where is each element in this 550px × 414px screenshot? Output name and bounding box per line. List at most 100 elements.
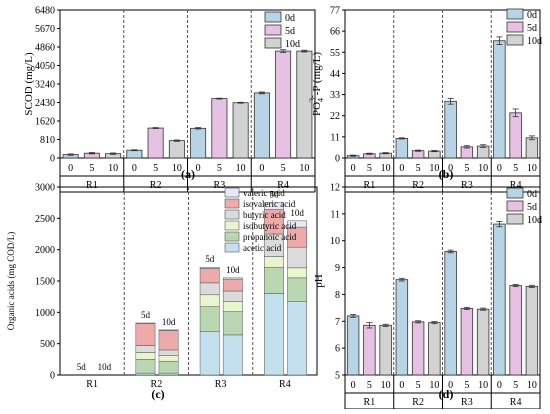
y-tick-label: 33 [330,90,340,101]
group-label: R2 [151,379,163,390]
legend-label: valeric acid [243,188,285,198]
segment-propanoic-R2-5d [135,359,156,374]
chart-panel-1: 08101620243032404050486056706480(a)R1051… [23,6,316,193]
bar-0d-R4 [493,223,506,376]
group-label: R4 [279,379,291,390]
bar-label: 5d [77,362,87,372]
bar-5d-R2 [147,127,164,159]
y-tick-label: 4050 [35,61,55,72]
bar-0d-R2 [395,279,409,376]
sub-x-label: 10 [429,163,439,174]
group-label: R4 [277,180,289,191]
bar-label: 5d [141,310,151,320]
sub-x-label: 10 [299,163,309,174]
sub-x-label: 5 [416,163,421,174]
segment-acetic-R4-10d [287,301,307,376]
legend-swatch-0d [506,8,524,20]
group-label: R1 [364,397,376,408]
legend-swatch-10d [506,213,524,225]
group-label: R3 [461,397,473,408]
segment-isovaleric-R2-10d [158,330,179,351]
group-label: R3 [214,180,226,191]
y-tick-label: 5670 [35,24,55,35]
y-tick-label: 5 [335,371,340,382]
y-axis-label-part: PO [311,102,323,116]
sub-x-label: 5 [367,163,372,174]
sub-x-label: 0 [399,163,404,174]
segment-propanoic-R3-5d [199,306,220,333]
legend-swatch [224,187,240,198]
bar-5d-R2 [411,321,425,376]
legend-label: 5d [285,26,295,37]
legend-swatch-0d [506,187,524,199]
bar-0d-R3 [444,100,457,159]
y-tick-label: 2430 [35,98,55,109]
bar-10d-R4 [296,50,313,159]
y-axis-label: PO43--P (mg/L) [308,52,325,116]
sub-x-label: 10 [236,163,246,174]
legend-label: acetic acid [243,243,282,253]
sub-x-label: 10 [381,163,391,174]
legend-swatch-5d [506,200,524,212]
bar-10d-R1 [379,324,392,376]
segment-valeric-R3-5d [199,266,220,269]
segment-propanoic-R4-5d [264,266,284,294]
y-tick-label: 0 [50,154,55,165]
sub-x-label: 10 [527,380,537,391]
bar-5d-R1 [363,324,376,376]
bar-5d-R4 [275,50,292,159]
group-label: R1 [86,180,98,191]
sub-x-label: 10 [478,380,488,391]
y-tick-label: 66 [330,27,340,38]
y-tick-label: 2500 [35,214,55,225]
y-tick-label: 6 [335,344,340,355]
y-tick-label: 11 [330,132,340,143]
legend-label: butyric acid [243,210,286,220]
sub-x-label: 10 [429,380,439,391]
y-tick-label: 2000 [35,245,55,256]
sub-x-label: 10 [172,163,182,174]
y-axis-label-part: -P (mg/L) [311,52,323,96]
y-tick-label: 4860 [35,43,55,54]
sub-x-label: 5 [89,163,94,174]
group-label: R2 [412,397,424,408]
segment-isobutyric-R2-5d [135,352,156,360]
y-tick-label: 1500 [35,277,55,288]
segment-isovaleric-R3-10d [222,278,243,292]
y-tick-label: 10 [330,236,340,247]
segment-propanoic-R3-10d [222,311,243,336]
group-label: R4 [510,180,522,191]
y-tick-label: 6480 [35,6,55,17]
y-tick-label: 8 [335,290,340,301]
legend-label: 10d [527,36,542,47]
y-axis-label: SCOD (mg/L) [23,52,35,116]
bar-10d-R3 [476,308,490,376]
bar-label: 5d [269,190,279,200]
y-tick-label: 3240 [35,80,55,91]
bar-10d-R2 [428,322,441,376]
sub-x-label: 5 [464,380,469,391]
sub-x-label: 5 [513,163,518,174]
bar-0d-R2 [126,149,143,159]
bar-0d-R3 [444,251,457,376]
sub-x-label: 0 [351,163,356,174]
sub-x-label: 5 [367,380,372,391]
bar-10d-R2 [428,150,441,159]
bar-5d-R4 [509,112,522,159]
bar-0d-R4 [493,40,506,159]
y-tick-label: 77 [330,6,340,17]
y-axis-label-part: 4 [316,98,325,102]
y-tick-label: 7 [335,317,340,328]
y-tick-label: 11 [330,209,340,220]
sub-x-label: 0 [448,380,453,391]
legend-swatch [224,209,240,220]
bar-0d-R2 [395,137,409,159]
sub-x-label: 10 [381,380,391,391]
segment-valeric-R4-10d [287,220,307,228]
segment-butyric-R2-5d [135,345,156,353]
y-tick-label: 0 [50,371,55,382]
legend-swatch [224,220,240,231]
sub-x-label: 0 [448,163,453,174]
bar-10d-R4 [525,137,539,159]
